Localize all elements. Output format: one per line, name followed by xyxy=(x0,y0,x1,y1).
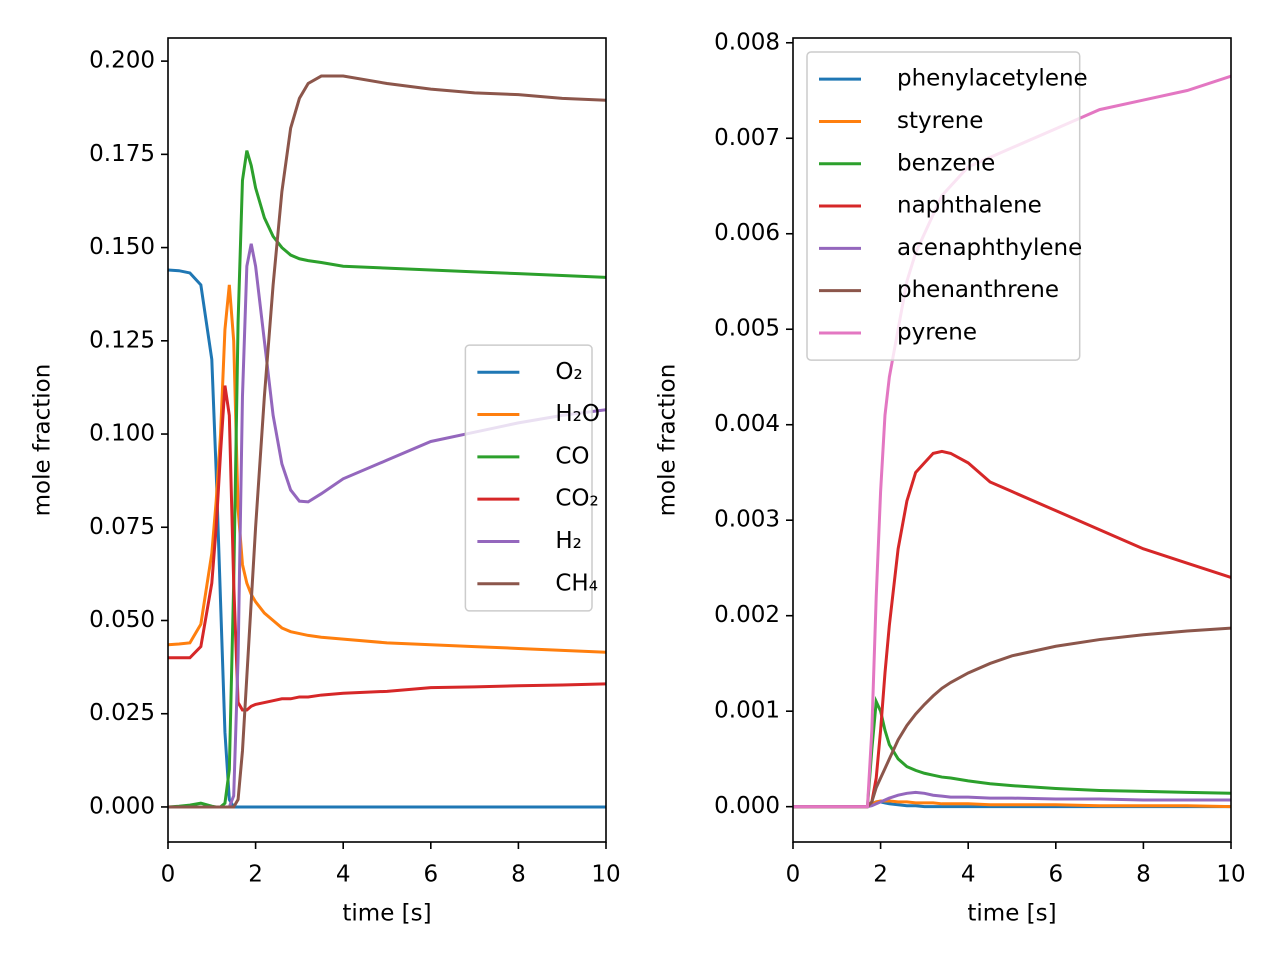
x-tick-label: 6 xyxy=(423,862,438,888)
series-line xyxy=(168,385,606,712)
legend-label: H₂O xyxy=(555,401,600,427)
legend-label: phenylacetylene xyxy=(897,66,1088,92)
y-tick-label: 0.001 xyxy=(714,698,780,724)
legend-label: phenanthrene xyxy=(897,277,1059,303)
series-line xyxy=(793,790,1231,809)
legend-label: CO₂ xyxy=(555,486,598,512)
legend-label: naphthalene xyxy=(897,193,1042,219)
x-tick-label: 10 xyxy=(591,862,620,888)
x-tick-label: 4 xyxy=(961,862,976,888)
y-tick-label: 0.125 xyxy=(89,327,155,353)
series-line xyxy=(168,284,606,654)
series-line xyxy=(168,74,606,809)
x-tick-label: 2 xyxy=(873,862,888,888)
axes: 0 2 4 6 8 10 0.000 0.001 0.002 0.003 0.004 0.005 0.0… xyxy=(655,29,1246,926)
y-tick-label: 0.008 xyxy=(714,29,780,55)
y-tick-label: 0.100 xyxy=(89,421,155,447)
y-tick-label: 0.000 xyxy=(714,793,780,819)
legend-label: O₂ xyxy=(555,359,582,385)
y-tick-label: 0.007 xyxy=(714,125,780,151)
x-axis-label: time [s] xyxy=(967,901,1056,927)
legend-box xyxy=(806,51,1081,361)
legend: O₂ H₂O CO CO₂ H₂ CH₄ xyxy=(464,344,600,612)
series-line xyxy=(793,449,1231,809)
x-tick-label: 2 xyxy=(248,862,263,888)
y-tick-label: 0.150 xyxy=(89,234,155,260)
x-tick-label: 6 xyxy=(1048,862,1063,888)
series-line xyxy=(168,268,606,809)
series-line xyxy=(793,695,1231,809)
y-tick-label: 0.075 xyxy=(89,514,155,540)
axes-frame xyxy=(167,37,607,843)
x-tick-label: 4 xyxy=(336,862,351,888)
legend-box xyxy=(464,344,593,612)
x-tick-label: 0 xyxy=(161,862,176,888)
legend-label: benzene xyxy=(897,150,995,176)
legend-label: CO xyxy=(555,443,589,469)
y-tick-label: 0.006 xyxy=(714,220,780,246)
y-tick-label: 0.004 xyxy=(714,411,780,437)
y-tick-label: 0.000 xyxy=(89,793,155,819)
series-line xyxy=(793,626,1231,809)
x-tick-label: 0 xyxy=(786,862,801,888)
legend-label: pyrene xyxy=(897,319,977,345)
y-tick-label: 0.003 xyxy=(714,507,780,533)
x-tick-label: 8 xyxy=(1136,862,1151,888)
y-tick-label: 0.025 xyxy=(89,700,155,726)
axes: 0 2 4 6 8 10 0.000 0.025 0.050 0.075 0.100 0.125 0.1… xyxy=(30,37,621,927)
x-tick-label: 10 xyxy=(1216,862,1245,888)
legend: phenylacetylene styrene benzene naphthalene… xyxy=(806,51,1088,361)
y-tick-label: 0.175 xyxy=(89,141,155,167)
legend-label: CH₄ xyxy=(555,570,598,596)
legend-label: acenaphthylene xyxy=(897,235,1082,261)
y-tick-label: 0.050 xyxy=(89,607,155,633)
y-tick-label: 0.200 xyxy=(89,48,155,74)
axes-frame xyxy=(792,37,1232,843)
x-axis-label: time [s] xyxy=(342,901,431,927)
legend-label: H₂ xyxy=(555,528,582,554)
y-axis-label: mole fraction xyxy=(655,364,681,517)
y-tick-label: 0.002 xyxy=(714,602,780,628)
x-tick-label: 8 xyxy=(511,862,526,888)
y-tick-label: 0.005 xyxy=(714,316,780,342)
y-axis-label: mole fraction xyxy=(30,364,56,517)
legend-label: styrene xyxy=(897,108,983,134)
